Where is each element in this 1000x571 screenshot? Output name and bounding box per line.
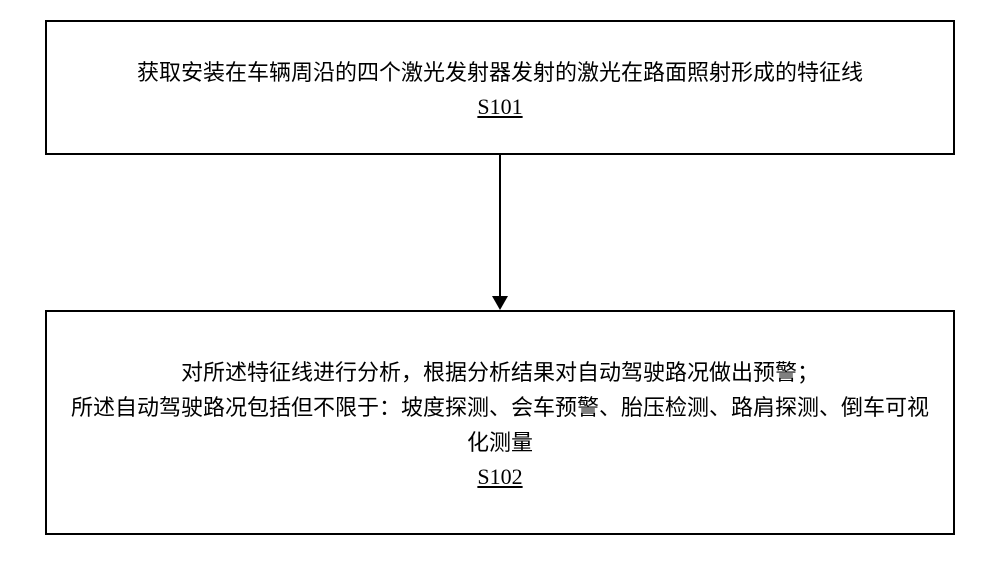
flowchart-node-s102: 对所述特征线进行分析，根据分析结果对自动驾驶路况做出预警； 所述自动驾驶路况包括…: [45, 310, 955, 535]
node-text-line2: 所述自动驾驶路况包括但不限于：坡度探测、会车预警、胎压检测、路肩探测、倒车可视化…: [67, 390, 933, 460]
node-label: S102: [477, 464, 522, 490]
node-text: 获取安装在车辆周沿的四个激光发射器发射的激光在路面照射形成的特征线: [137, 55, 863, 90]
flowchart-container: 获取安装在车辆周沿的四个激光发射器发射的激光在路面照射形成的特征线 S101 对…: [0, 0, 1000, 571]
flowchart-node-s101: 获取安装在车辆周沿的四个激光发射器发射的激光在路面照射形成的特征线 S101: [45, 20, 955, 155]
node-text-line1: 对所述特征线进行分析，根据分析结果对自动驾驶路况做出预警；: [181, 355, 819, 390]
arrow-head-icon: [492, 296, 508, 310]
node-label: S101: [477, 94, 522, 120]
arrow-line: [499, 155, 501, 299]
